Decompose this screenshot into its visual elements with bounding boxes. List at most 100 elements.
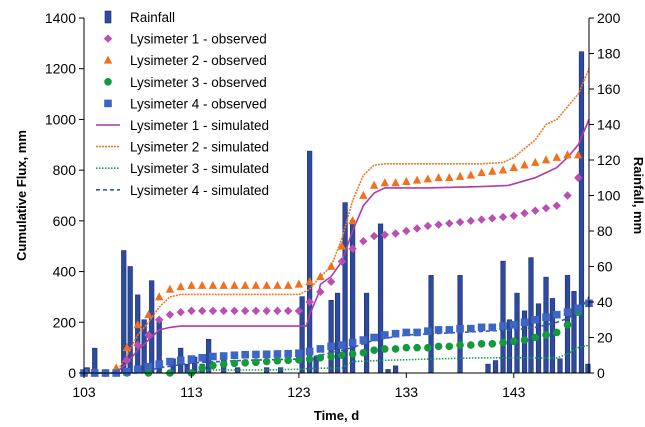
observed-point-2 — [348, 216, 357, 225]
observed-point-1 — [498, 212, 508, 222]
observed-point-4 — [230, 351, 239, 360]
observed-point-1 — [488, 214, 497, 223]
observed-point-3 — [424, 343, 432, 352]
observed-point-3 — [391, 345, 400, 353]
observed-point-4 — [552, 310, 561, 319]
y-left-tick-label: 1000 — [45, 111, 76, 127]
observed-point-2 — [412, 175, 422, 184]
simulated-line-2 — [84, 68, 590, 374]
observed-point-4 — [219, 352, 228, 360]
rainfall-bar — [514, 292, 520, 374]
observed-point-1 — [359, 236, 368, 246]
observed-point-4 — [477, 323, 486, 332]
legend-marker-4 — [104, 99, 112, 108]
observed-point-4 — [273, 350, 282, 358]
observed-point-1 — [283, 306, 293, 316]
observed-point-4 — [499, 322, 507, 330]
observed-point-2 — [509, 162, 518, 172]
legend-label: Lysimeter 2 - observed — [130, 53, 267, 68]
observed-point-3 — [305, 355, 314, 363]
observed-point-4 — [123, 367, 131, 376]
observed-point-4 — [563, 308, 572, 316]
observed-point-1 — [531, 206, 540, 215]
observed-point-2 — [391, 178, 400, 187]
rainfall-bar — [307, 150, 313, 374]
observed-point-3 — [381, 345, 389, 353]
legend-swatch-rainfall — [104, 10, 112, 24]
observed-point-4 — [574, 304, 583, 313]
x-tick-label: 123 — [287, 384, 311, 400]
observed-point-4 — [488, 323, 497, 332]
axes — [79, 17, 594, 378]
observed-point-3 — [262, 357, 271, 366]
observed-point-4 — [262, 350, 271, 359]
y-axis-label-right: Rainfall, mm — [631, 157, 645, 234]
simulated-line-3 — [84, 344, 590, 374]
observed-point-3 — [359, 348, 368, 357]
observed-point-1 — [122, 356, 132, 365]
rainfall-bar — [350, 220, 356, 374]
rainfall-bar — [492, 360, 499, 374]
observed-point-4 — [155, 360, 164, 368]
observed-point-1 — [144, 330, 153, 340]
rainfall-bar — [334, 292, 341, 374]
x-tick-label: 103 — [72, 384, 96, 400]
observed-point-1 — [273, 306, 282, 316]
observed-point-2 — [563, 150, 572, 159]
observed-point-4 — [295, 349, 303, 358]
observed-point-2 — [230, 280, 239, 289]
rainfall-bar — [149, 280, 155, 374]
observed-point-4 — [316, 345, 325, 353]
observed-point-1 — [337, 257, 347, 266]
observed-point-4 — [381, 331, 389, 339]
observed-point-2 — [219, 280, 228, 289]
observed-point-4 — [198, 353, 206, 362]
observed-point-1 — [208, 306, 218, 316]
y-right-tick-label: 100 — [597, 188, 621, 204]
rainfall-bar — [549, 298, 556, 374]
observed-point-2 — [155, 292, 164, 301]
observed-point-2 — [423, 174, 433, 183]
observed-point-4 — [241, 350, 249, 359]
observed-point-2 — [144, 309, 153, 319]
y-right-tick-label: 200 — [597, 10, 621, 26]
observed-point-1 — [466, 216, 476, 226]
observed-point-1 — [251, 306, 261, 316]
observed-point-4 — [284, 349, 292, 358]
observed-point-3 — [209, 361, 217, 370]
observed-point-1 — [165, 310, 175, 319]
y-right-tick-label: 140 — [597, 117, 621, 133]
observed-point-4 — [531, 315, 540, 324]
observed-point-1 — [230, 306, 239, 316]
rainfall-bar — [585, 363, 591, 374]
observed-point-1 — [294, 306, 304, 316]
observed-point-1 — [477, 215, 486, 224]
observed-point-2 — [455, 171, 465, 180]
legend: Rainfall Lysimeter 1 - observed Lysimeter … — [96, 10, 269, 198]
observed-point-2 — [187, 280, 196, 289]
rainfall-bar — [392, 365, 399, 374]
observed-point-2 — [283, 280, 293, 289]
rainfall-bar — [385, 369, 391, 374]
legend-label: Lysimeter 1 - observed — [130, 32, 267, 47]
observed-point-4 — [305, 347, 314, 356]
observed-point-3 — [348, 350, 357, 358]
observed-point-2 — [251, 280, 261, 289]
observed-point-2 — [294, 279, 304, 288]
observed-point-3 — [499, 338, 507, 347]
y-right-tick-label: 20 — [597, 330, 613, 346]
observed-point-4 — [434, 326, 443, 334]
rainfall-bar — [578, 51, 585, 374]
observed-point-2 — [574, 150, 583, 159]
y-right-tick-label: 0 — [597, 365, 605, 381]
observed-point-3 — [370, 346, 378, 354]
observed-point-4 — [338, 341, 346, 349]
observed-point-2 — [445, 173, 454, 182]
rainfall-bar — [121, 250, 127, 374]
observed-point-4 — [252, 350, 260, 359]
observed-point-1 — [348, 244, 357, 253]
observed-point-3 — [467, 341, 475, 349]
observed-point-3 — [230, 359, 239, 368]
observed-point-3 — [552, 328, 561, 337]
rainfall-bar — [485, 363, 491, 374]
